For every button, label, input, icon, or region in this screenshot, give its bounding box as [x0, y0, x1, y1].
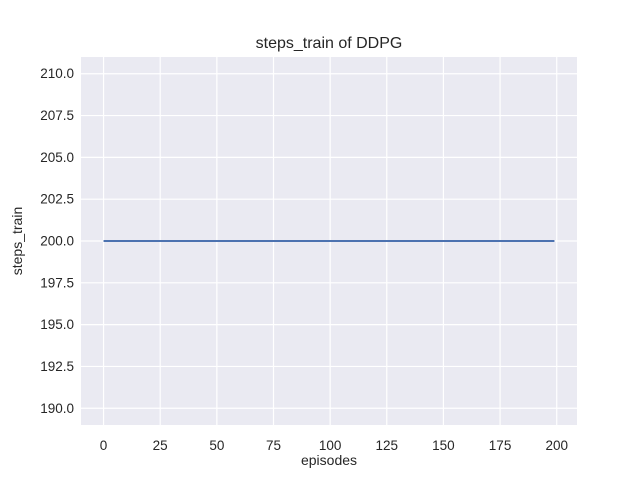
- x-tick-label: 125: [376, 438, 399, 453]
- x-tick-label: 200: [545, 438, 568, 453]
- y-tick-label: 205.0: [40, 150, 74, 165]
- y-tick-label: 190.0: [40, 401, 74, 416]
- x-tick-label: 100: [319, 438, 342, 453]
- x-tick-label: 50: [209, 438, 224, 453]
- y-tick-label: 207.5: [40, 108, 74, 123]
- y-tick-label: 197.5: [40, 275, 74, 290]
- y-axis-label-text: steps_train: [9, 206, 25, 276]
- y-tick-label: 192.5: [40, 359, 74, 374]
- y-tick-label: 195.0: [40, 317, 74, 332]
- y-tick-label: 210.0: [40, 66, 74, 81]
- x-tick-label: 0: [100, 438, 108, 453]
- x-axis-label: episodes: [300, 452, 358, 468]
- x-tick-label: 25: [153, 438, 168, 453]
- chart-title: steps_train of DDPG: [255, 35, 403, 52]
- x-tick-label: 175: [489, 438, 512, 453]
- y-tick-label: 202.5: [40, 192, 74, 207]
- x-tick-label: 75: [266, 438, 281, 453]
- x-tick-label: 150: [432, 438, 455, 453]
- y-tick-label: 200.0: [40, 234, 74, 249]
